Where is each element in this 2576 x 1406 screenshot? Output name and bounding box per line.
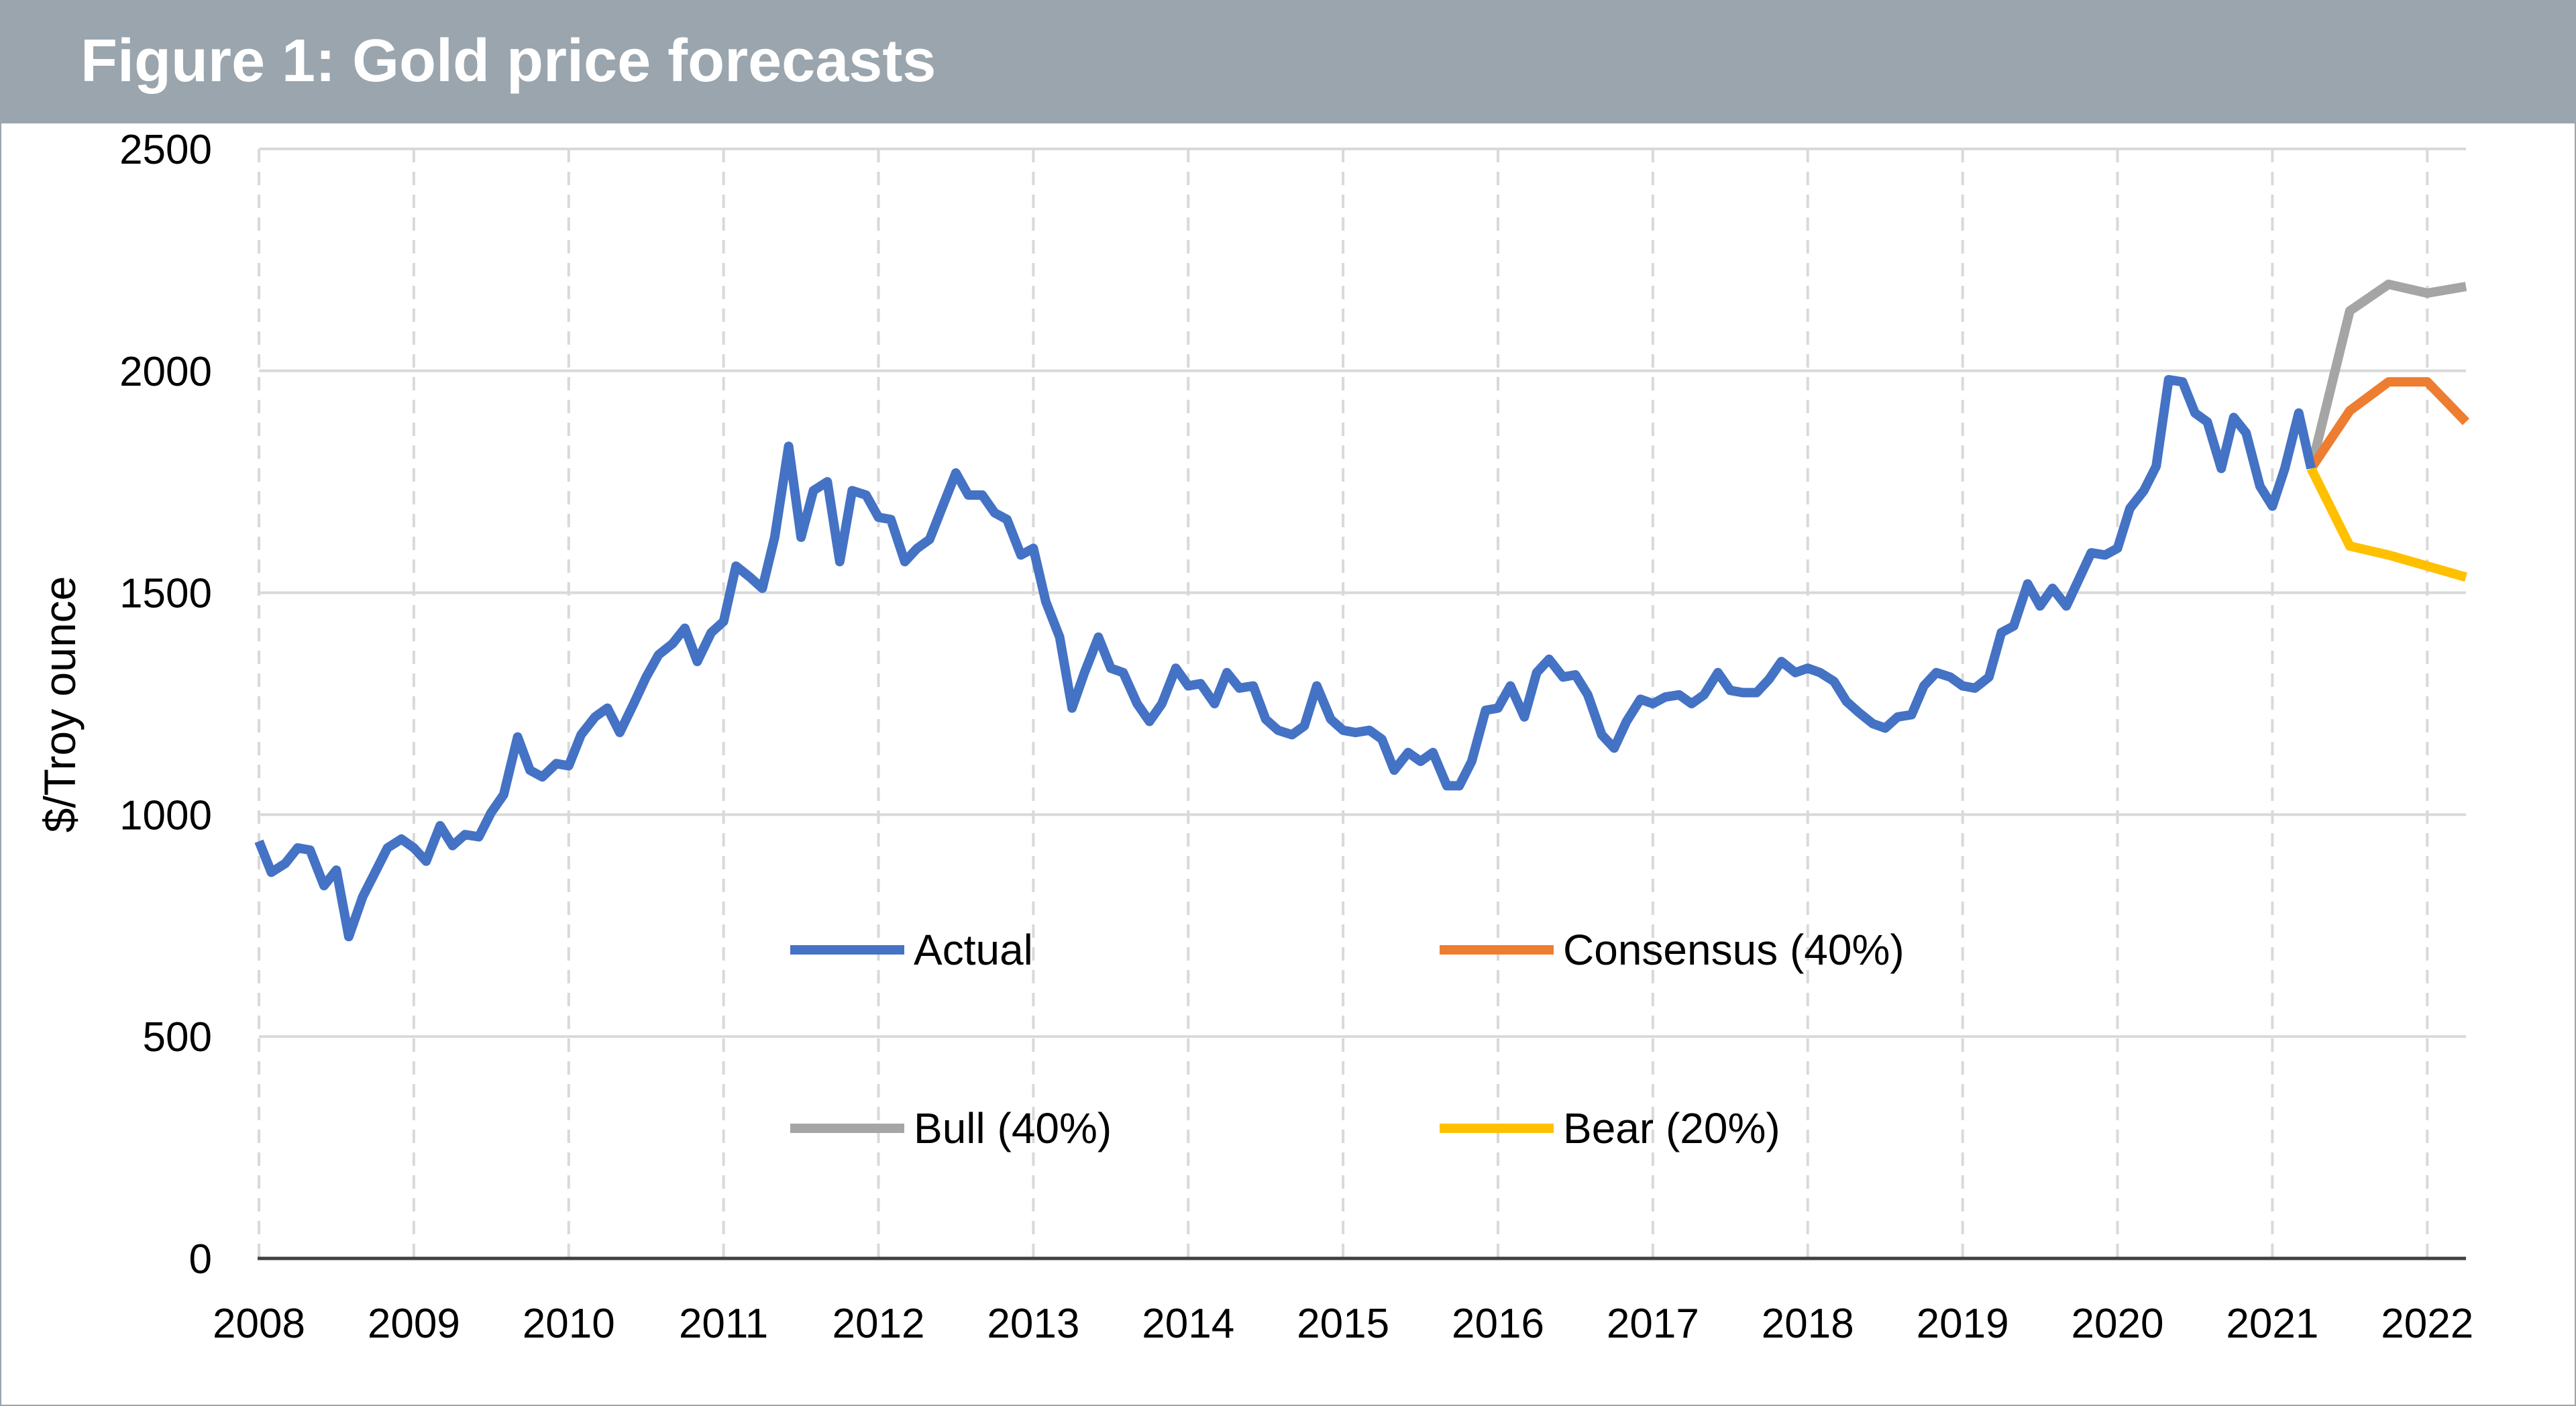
y-tick-label: 500 — [143, 1014, 212, 1061]
title-banner: Figure 1: Gold price forecasts — [0, 0, 2576, 123]
x-tick-label: 2008 — [213, 1301, 305, 1347]
legend-label-bear: Bear (20%) — [1563, 1104, 1780, 1152]
figure-title: Figure 1: Gold price forecasts — [80, 28, 936, 95]
x-tick-label: 2016 — [1452, 1301, 1544, 1347]
x-tick-label: 2017 — [1607, 1301, 1699, 1347]
y-tick-label: 1000 — [119, 792, 212, 839]
axes — [258, 149, 2466, 1260]
y-tick-label: 0 — [189, 1236, 212, 1283]
y-tick-label: 1500 — [119, 571, 212, 617]
series-line-bear — [2306, 466, 2467, 582]
x-tick-label: 2010 — [523, 1301, 615, 1347]
y-tick-label: 2000 — [119, 349, 212, 395]
series-line-bull — [2306, 279, 2467, 470]
x-tick-label: 2018 — [1762, 1301, 1854, 1347]
x-tick-label: 2011 — [679, 1301, 768, 1347]
x-tick-label: 2009 — [368, 1301, 460, 1347]
legend-label-actual: Actual — [914, 926, 1033, 974]
x-tick-label: 2019 — [1917, 1301, 2009, 1347]
x-tick-label: 2015 — [1297, 1301, 1389, 1347]
legend-label-consensus: Consensus (40%) — [1563, 926, 1904, 974]
legend: Actual Consensus (40%) Bull (40%) Bear (20%… — [790, 926, 1904, 1152]
x-tick-label: 2014 — [1142, 1301, 1234, 1347]
x-tick-label: 2013 — [987, 1301, 1079, 1347]
x-tick-label: 2021 — [2226, 1301, 2318, 1347]
y-axis-label: $/Troy ounce — [35, 576, 85, 833]
x-tick-label: 2022 — [2381, 1301, 2473, 1347]
horizontal-gridlines — [259, 148, 2466, 1038]
vertical-gridlines — [412, 149, 2429, 1258]
x-tick-labels: 2008 2009 2010 2011 2012 2013 2014 2015 2016 2017… — [213, 1301, 2473, 1347]
series-line-actual — [254, 375, 2316, 942]
series-line-consensus — [2307, 377, 2470, 472]
legend-label-bull: Bull (40%) — [914, 1104, 1112, 1152]
series-lines — [254, 279, 2470, 942]
y-tick-labels: 0 500 1000 1500 2000 2500 — [119, 127, 212, 1283]
x-tick-label: 2012 — [833, 1301, 925, 1347]
x-tick-label: 2020 — [2072, 1301, 2164, 1347]
y-tick-label: 2500 — [119, 127, 212, 173]
